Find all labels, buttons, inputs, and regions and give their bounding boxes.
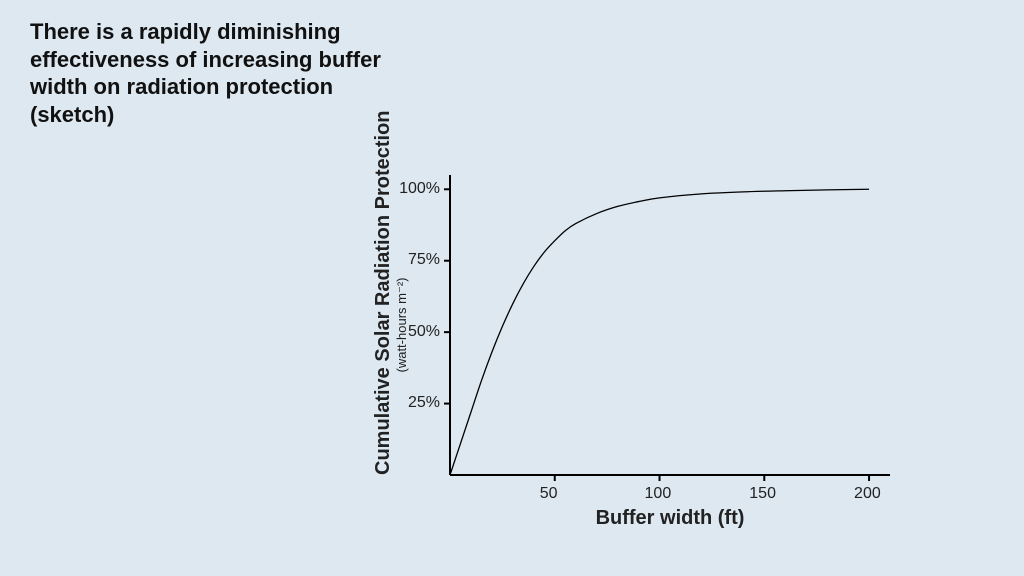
y-tick-label: 75% xyxy=(408,251,440,269)
x-axis-label: Buffer width (ft) xyxy=(450,507,890,530)
headline-text: There is a rapidly diminishing effective… xyxy=(30,18,390,128)
series-line xyxy=(450,189,869,475)
slide-page: There is a rapidly diminishing effective… xyxy=(0,0,1024,576)
x-tick-label: 50 xyxy=(540,485,558,503)
x-tick-label: 200 xyxy=(854,485,881,503)
x-tick-label: 150 xyxy=(749,485,776,503)
y-tick-label: 25% xyxy=(408,394,440,412)
chart-container: Cumulative Solar Radiation Protection (w… xyxy=(345,165,910,545)
y-tick-label: 100% xyxy=(399,180,440,198)
x-tick-label: 100 xyxy=(645,485,672,503)
chart-svg xyxy=(345,165,910,545)
y-tick-label: 50% xyxy=(408,323,440,341)
y-axis-label: Cumulative Solar Radiation Protection xyxy=(372,175,395,475)
